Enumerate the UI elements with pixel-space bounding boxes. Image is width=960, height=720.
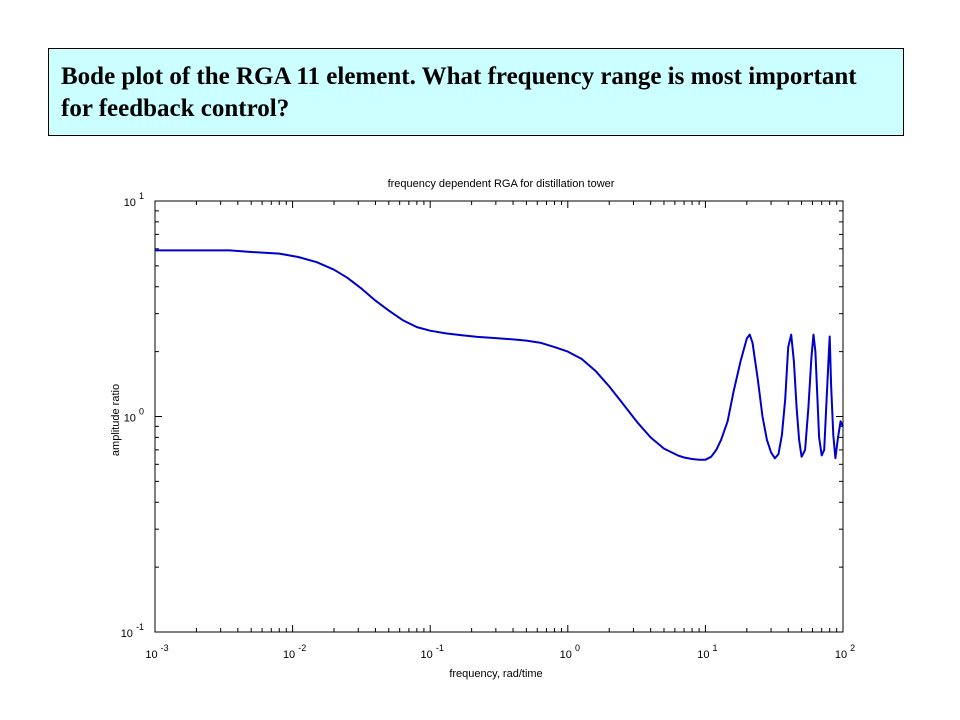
y-tick-label: 10 0 <box>124 407 144 425</box>
y-tick-label-base: 10 <box>121 628 136 640</box>
y-tick-label: 10 1 <box>124 191 144 209</box>
x-tick-label: 10 -3 <box>145 643 168 661</box>
x-tick-label-exponent: 1 <box>713 643 718 653</box>
y-tick-label-base: 10 <box>124 197 139 209</box>
chart-title: frequency dependent RGA for distillation… <box>388 178 615 190</box>
x-tick-label-exponent: 0 <box>575 643 580 653</box>
x-tick-label: 10 -2 <box>283 643 306 661</box>
x-tick-label: 10 0 <box>560 643 580 661</box>
y-axis-label: amplitude ratio <box>110 384 122 456</box>
x-tick-label: 10 -1 <box>421 643 444 661</box>
x-tick-label-exponent: -2 <box>298 643 306 653</box>
y-tick-label-exponent: 0 <box>139 407 144 417</box>
x-tick-label-base: 10 <box>421 649 436 661</box>
y-tick-label: 10 -1 <box>121 622 144 640</box>
y-tick-label-exponent: 1 <box>139 191 144 201</box>
x-tick-label-exponent: -1 <box>436 643 444 653</box>
x-axis-label: frequency, rad/time <box>449 668 542 680</box>
tick-labels: 10 -310 -210 -110 010 110 210 -110 010 1 <box>121 191 855 661</box>
y-tick-label-exponent: -1 <box>136 622 144 632</box>
x-tick-label-base: 10 <box>835 649 850 661</box>
slide-heading: Bode plot of the RGA 11 element. What fr… <box>48 48 904 136</box>
x-tick-label-exponent: -3 <box>161 643 169 653</box>
x-tick-label-exponent: 2 <box>850 643 855 653</box>
rga-amplitude-line <box>155 249 844 461</box>
x-tick-label: 10 1 <box>697 643 717 661</box>
x-tick-label-base: 10 <box>697 649 712 661</box>
plot-frame <box>154 200 844 633</box>
y-tick-label-base: 10 <box>124 413 139 425</box>
x-tick-label-base: 10 <box>283 649 298 661</box>
x-tick-label-base: 10 <box>560 649 575 661</box>
axis-ticks <box>154 200 844 633</box>
x-tick-label: 10 2 <box>835 643 855 661</box>
x-tick-label-base: 10 <box>145 649 160 661</box>
